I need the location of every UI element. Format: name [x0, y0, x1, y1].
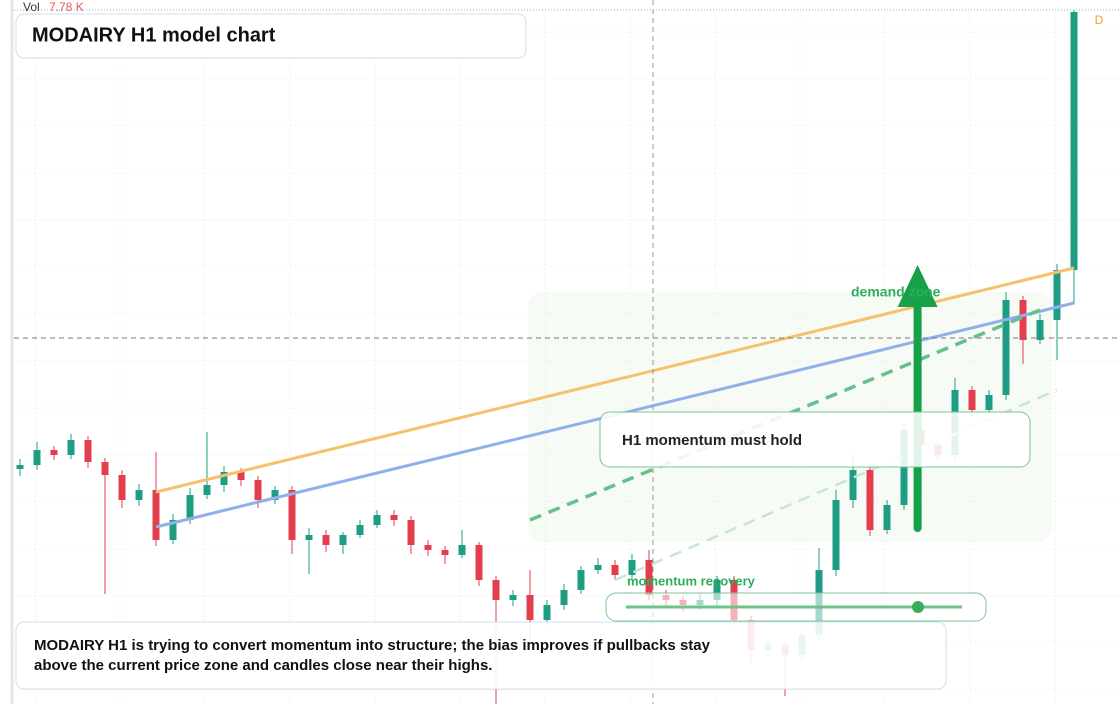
caption: MODAIRY H1 is trying to convert momentum…	[34, 637, 710, 674]
volume-label: Vol	[23, 0, 40, 14]
candle-body	[1053, 270, 1061, 320]
candle-body	[220, 472, 228, 485]
candle-body	[560, 590, 568, 605]
candle-body	[424, 545, 432, 550]
candle-body	[118, 475, 126, 500]
candle-body	[968, 390, 976, 410]
candle-body	[254, 480, 262, 500]
arrow-head	[897, 265, 938, 307]
candle-body	[373, 515, 381, 525]
badge-bg	[1090, 12, 1108, 30]
volume-value: 7.78 K	[49, 0, 84, 14]
candle-body	[492, 580, 500, 600]
candle-body	[203, 485, 211, 495]
candle-body	[849, 470, 857, 500]
candle-body	[628, 560, 636, 575]
title-box	[15, 13, 527, 59]
candle-body	[594, 565, 602, 570]
candle-body	[390, 515, 398, 520]
candle-body	[101, 462, 109, 475]
candle-body	[1002, 300, 1010, 395]
candle-body	[152, 490, 160, 540]
candle-body	[543, 605, 551, 620]
candle-body	[509, 595, 517, 600]
candle-body	[866, 470, 874, 530]
recovery-knob	[912, 601, 924, 613]
grid	[14, 12, 1120, 704]
candle-body	[407, 520, 415, 545]
candle-body	[1070, 12, 1078, 270]
candle-body	[237, 472, 245, 480]
candle-body	[645, 560, 653, 595]
candle-body	[1019, 300, 1027, 340]
hold-box	[599, 411, 1031, 468]
candle-body	[50, 450, 58, 455]
candle-body	[84, 440, 92, 462]
candle-body	[67, 440, 75, 455]
zone-label: demand zone	[851, 284, 941, 300]
candle-body	[169, 520, 177, 540]
candle-body	[883, 505, 891, 530]
candle-body	[135, 490, 143, 500]
candle-body	[288, 490, 296, 540]
badge: D	[1095, 13, 1104, 27]
candle-body	[33, 450, 41, 465]
candle-body	[475, 545, 483, 580]
candle-body	[305, 535, 313, 540]
candle-body	[577, 570, 585, 590]
candle-body	[611, 565, 619, 575]
candle-body	[186, 495, 194, 520]
candle-body	[1036, 320, 1044, 340]
candle-body	[339, 535, 347, 545]
candle-body	[526, 595, 534, 620]
caption-box	[15, 621, 947, 690]
candle-body	[356, 525, 364, 535]
candle-body	[16, 465, 24, 469]
candle-body	[713, 580, 721, 600]
candle-body	[985, 395, 993, 410]
candle-body	[458, 545, 466, 555]
candle-body	[271, 490, 279, 500]
chart-title: MODAIRY H1 model chart	[32, 24, 276, 46]
trendline	[529, 308, 1041, 522]
candle-body	[832, 500, 840, 570]
candle-body	[322, 535, 330, 545]
recovery-label: momentum recovery	[627, 573, 756, 588]
caption-wrap: MODAIRY H1 is trying to convert momentum…	[34, 637, 710, 674]
hold-label: H1 momentum must hold	[622, 432, 802, 449]
candle-body	[441, 550, 449, 555]
